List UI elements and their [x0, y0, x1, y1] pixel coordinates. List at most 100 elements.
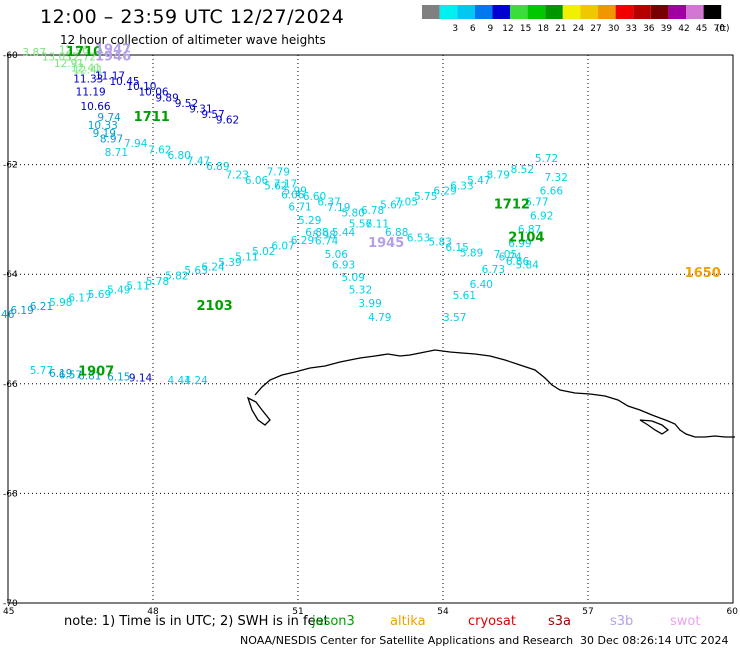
legend-swatch: [422, 5, 440, 19]
footer-credit: NOAA/NESDIS Center for Satellite Applica…: [240, 634, 574, 647]
wave-height-value: 7.19: [327, 202, 350, 214]
wave-height-value: 6.17: [68, 293, 91, 305]
wave-height-value: 8.71: [105, 147, 128, 159]
legend-label: 36: [643, 24, 655, 34]
wave-height-value: 5.11: [126, 281, 149, 293]
wave-height-value: 6.24: [201, 261, 225, 273]
wave-height-value: 6.92: [530, 210, 553, 222]
lon-tick-label: 45: [3, 607, 14, 617]
lon-tick-label: 51: [292, 607, 303, 617]
wave-height-value: 7.79: [267, 167, 290, 179]
legend-swatch: [510, 5, 528, 19]
legend-label: 70: [713, 24, 725, 34]
wave-height-value: 12.91: [54, 58, 84, 70]
satellite-legend-cryosat: cryosat: [468, 614, 516, 629]
wave-height-value: 7.05: [494, 249, 517, 261]
wave-height-value: 7.17: [274, 179, 297, 191]
wave-height-value: 6.88: [305, 227, 328, 239]
legend-label: 45: [696, 24, 707, 34]
wave-height-value: 6.53: [407, 232, 430, 244]
map-frame: [7, 54, 734, 604]
footer-note-text: note: 1) Time is in UTC; 2) SWH is in fe…: [64, 614, 329, 629]
pass-time-label: 1710: [66, 45, 102, 60]
wave-height-value: 6.74: [315, 236, 339, 248]
legend-swatch: [474, 5, 493, 19]
wave-height-value: 5.29: [298, 215, 321, 227]
legend-label: 39: [661, 24, 673, 34]
legend-label: 24: [573, 24, 585, 34]
wave-height-value: 5.77: [30, 365, 53, 377]
wave-height-value: 7.05: [395, 197, 418, 209]
map-subtitle: 12 hour collection of altimeter wave hei…: [60, 33, 326, 47]
wave-height-value: 8.79: [487, 169, 510, 181]
lon-tick-label: 54: [437, 607, 449, 617]
graticule: [8, 55, 733, 603]
wave-height-value: 6.74: [499, 252, 523, 264]
legend-swatch: [686, 5, 704, 19]
wave-height-value: 5.98: [313, 230, 336, 242]
wave-height-value: 6.19: [49, 368, 72, 380]
wave-height-value: 5.67: [380, 199, 403, 211]
wave-height-value: 10.45: [110, 76, 140, 88]
legend-label: 15: [520, 24, 531, 34]
wave-height-value: 6.89: [206, 161, 229, 173]
wave-height-value: 6.06: [281, 190, 305, 202]
wave-height-value: 6.71: [288, 202, 311, 214]
wave-height-value: 13.03: [42, 51, 72, 63]
wave-height-value: 11.19: [76, 87, 106, 99]
wave-height-value: 12.41: [73, 65, 103, 77]
wave-height-value: 5.32: [349, 284, 372, 296]
legend-label: 30: [608, 24, 620, 34]
wave-height-value: 12.96: [59, 44, 89, 56]
wave-height-value: 8.52: [511, 164, 534, 176]
wave-height-value: 5.99: [284, 186, 307, 198]
wave-height-value: 6.07: [271, 241, 294, 253]
pass-time-label: 2104: [508, 230, 544, 245]
lon-tick-label: 57: [582, 607, 593, 617]
wave-height-value: 6.73: [482, 264, 505, 276]
lat-tick-label: -70: [3, 599, 18, 609]
wave-height-value: 10.33: [88, 120, 118, 132]
wave-height-value: 6.11: [366, 219, 389, 231]
wave-height-value: 5.80: [342, 208, 365, 220]
pass-time-label: 1907: [78, 365, 114, 380]
wave-height-value: 6.88: [385, 227, 408, 239]
wave-height-value: 7.23: [226, 169, 249, 181]
wave-height-value: 6.66: [540, 186, 564, 198]
wave-height-value: 6.15: [445, 242, 468, 254]
footer-generated: 30 Dec 08:26:14 UTC 2024: [580, 634, 729, 647]
pass-time-label: 1711: [134, 110, 170, 125]
wave-height-value: 6.99: [508, 238, 531, 250]
legend-swatch: [439, 5, 458, 19]
wave-height-value: 6.80: [168, 150, 191, 162]
wave-height-value: 6.86: [506, 256, 530, 268]
pass-time-label: 1945: [368, 236, 404, 251]
lat-tick-label: -64: [3, 270, 18, 280]
wave-height-value: 5.06: [325, 249, 349, 261]
wave-height-value: 5.83: [429, 237, 452, 249]
wave-height-value: 6.21: [30, 301, 53, 313]
coast-inlet: [639, 419, 670, 435]
wave-height-value: 5.84: [516, 260, 540, 272]
wave-height-value: 6.40: [470, 279, 493, 291]
map-title: 12:00 – 23:59 UTC 12/27/2024: [40, 6, 345, 28]
legend-label: 6: [470, 24, 476, 34]
wave-height-value: 5.47: [467, 175, 490, 187]
legend-label: 33: [625, 24, 636, 34]
wave-height-value: 4.41: [168, 375, 191, 387]
wave-height-value: 5.98: [49, 297, 72, 309]
wave-height-value: 9.31: [189, 104, 212, 116]
wave-height-value: 7.62: [148, 145, 171, 157]
legend-swatch: [527, 5, 546, 19]
wave-height-value: 9.52: [175, 98, 198, 110]
legend-label: 27: [590, 24, 601, 34]
wave-height-value: 5.72: [535, 153, 558, 165]
wave-height-value: 5.61: [453, 290, 476, 302]
antarctic-coastline: [254, 349, 735, 438]
satellite-legend-swot: swot: [670, 614, 700, 629]
wave-height-value: 7.94: [124, 138, 148, 150]
footer-note: note: 1) Time is in UTC; 2) SWH is in fe…: [64, 614, 700, 629]
wave-height-value: 9.57: [201, 109, 224, 121]
